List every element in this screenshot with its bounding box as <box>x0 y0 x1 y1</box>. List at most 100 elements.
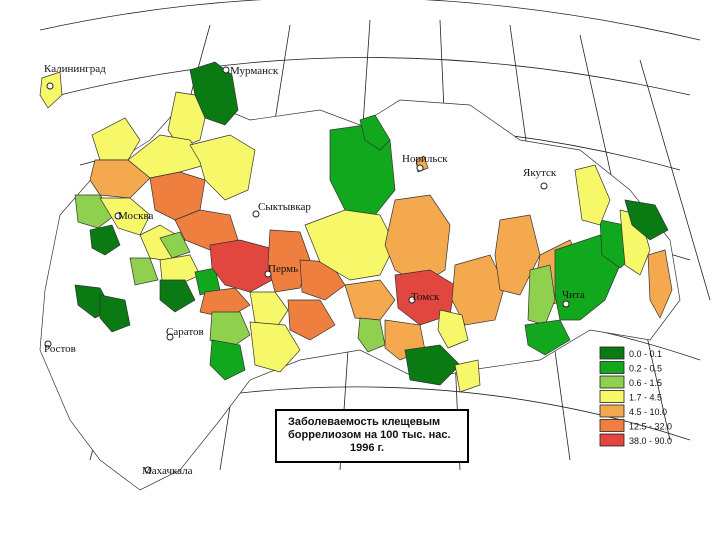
legend-item: 0.6 - 1.5 <box>599 375 662 389</box>
city-tomsk: Томск <box>408 291 440 304</box>
region <box>189 134 256 201</box>
city-norilsk: Норильск <box>402 153 448 172</box>
legend-item: 4.5 - 10.0 <box>599 404 667 418</box>
region <box>524 319 571 356</box>
region <box>209 339 246 381</box>
city-marker <box>416 164 424 172</box>
region <box>267 229 311 293</box>
city-label-makhachkala: Махачкала <box>142 465 193 477</box>
city-label-chita: Чита <box>562 289 585 301</box>
city-marker <box>540 182 548 190</box>
city-marker <box>46 82 54 90</box>
region <box>357 317 386 353</box>
legend-item: 12.5 - 32.0 <box>599 419 672 432</box>
legend-swatch <box>599 361 625 374</box>
city-murmansk: Мурманск <box>222 65 279 77</box>
city-label-yakutsk: Якутск <box>523 167 557 179</box>
region <box>39 71 63 109</box>
city-marker <box>562 300 570 308</box>
legend-label: 38.0 - 90.0 <box>629 436 672 446</box>
region <box>99 197 151 236</box>
city-label-norilsk: Норильск <box>402 153 448 165</box>
city-label-syktyvkar: Сыктывкар <box>258 201 311 213</box>
city-syktyvkar: Сыктывкар <box>252 201 311 218</box>
city-marker <box>252 210 260 218</box>
city-marker <box>222 66 230 74</box>
city-moskva: Москва <box>114 210 154 222</box>
region <box>574 164 611 226</box>
legend-label: 4.5 - 10.0 <box>629 407 667 417</box>
region <box>304 209 396 281</box>
region <box>624 199 669 241</box>
region <box>167 91 206 149</box>
title-line-1: Заболеваемость клещевым <box>288 416 440 428</box>
region <box>91 117 141 161</box>
city-yakutsk: Якутск <box>523 167 557 190</box>
city-marker <box>264 270 272 278</box>
city-label-saratov: Саратов <box>166 326 204 338</box>
legend-label: 0.0 - 0.1 <box>629 349 662 359</box>
legend-item: 0.0 - 0.1 <box>599 346 662 360</box>
title-line-2: боррелиозом на 100 тыс. нас. <box>288 429 451 441</box>
region <box>249 291 289 331</box>
legend-swatch <box>599 346 625 360</box>
region <box>129 257 159 286</box>
graticule-line <box>639 59 711 301</box>
region <box>209 239 273 293</box>
city-kaliningrad: Калининград <box>44 63 106 90</box>
legend-item: 38.0 - 90.0 <box>599 433 672 447</box>
legend-label: 1.7 - 4.5 <box>629 393 662 403</box>
city-makhachkala: Махачкала <box>142 465 193 477</box>
region <box>249 321 301 373</box>
region <box>404 344 461 386</box>
region <box>454 359 481 393</box>
legend-swatch <box>599 433 625 447</box>
city-saratov: Саратов <box>166 326 204 341</box>
city-marker <box>44 340 52 348</box>
title-frame <box>275 409 469 463</box>
region <box>89 224 121 256</box>
legend-swatch <box>599 419 625 432</box>
city-label-murmansk: Мурманск <box>230 65 279 77</box>
city-rostov: Ростов <box>44 340 76 355</box>
region <box>159 279 196 313</box>
graticule-line <box>39 0 701 41</box>
title-line-3: 1996 г. <box>350 442 384 454</box>
region <box>209 311 251 351</box>
city-marker <box>408 296 416 304</box>
city-label-moskva: Москва <box>118 210 154 222</box>
region <box>344 279 396 321</box>
region <box>159 254 201 286</box>
map-title: Заболеваемость клещевым боррелиозом на 1… <box>275 409 469 463</box>
region <box>647 249 673 319</box>
legend-label: 0.6 - 1.5 <box>629 378 662 388</box>
region <box>527 264 556 326</box>
legend-item: 0.2 - 0.5 <box>599 361 662 374</box>
graticule-line <box>59 57 691 96</box>
region <box>451 254 506 326</box>
region <box>287 299 336 341</box>
legend-swatch <box>599 375 625 389</box>
region <box>359 114 391 151</box>
region <box>494 214 541 296</box>
region <box>159 231 191 259</box>
legend-swatch <box>599 390 625 403</box>
city-label-rostov: Ростов <box>44 343 76 355</box>
city-chita: Чита <box>562 289 585 308</box>
city-label-perm: Пермь <box>268 263 298 275</box>
legend-swatch <box>599 404 625 418</box>
city-marker <box>114 212 122 220</box>
legend-label: 12.5 - 32.0 <box>629 422 672 432</box>
city-marker <box>144 466 152 474</box>
legend-item: 1.7 - 4.5 <box>599 390 662 403</box>
city-label-tomsk: Томск <box>411 291 440 303</box>
city-marker <box>166 333 174 341</box>
region <box>199 287 251 319</box>
city-label-kaliningrad: Калининград <box>44 63 106 75</box>
region <box>437 309 469 349</box>
legend-label: 0.2 - 0.5 <box>629 364 662 374</box>
legend: 0.0 - 0.1 0.2 - 0.5 0.6 - 1.5 1.7 - 4.5 4.5 … <box>599 346 672 447</box>
city-perm: Пермь <box>264 263 298 278</box>
region <box>99 294 131 333</box>
